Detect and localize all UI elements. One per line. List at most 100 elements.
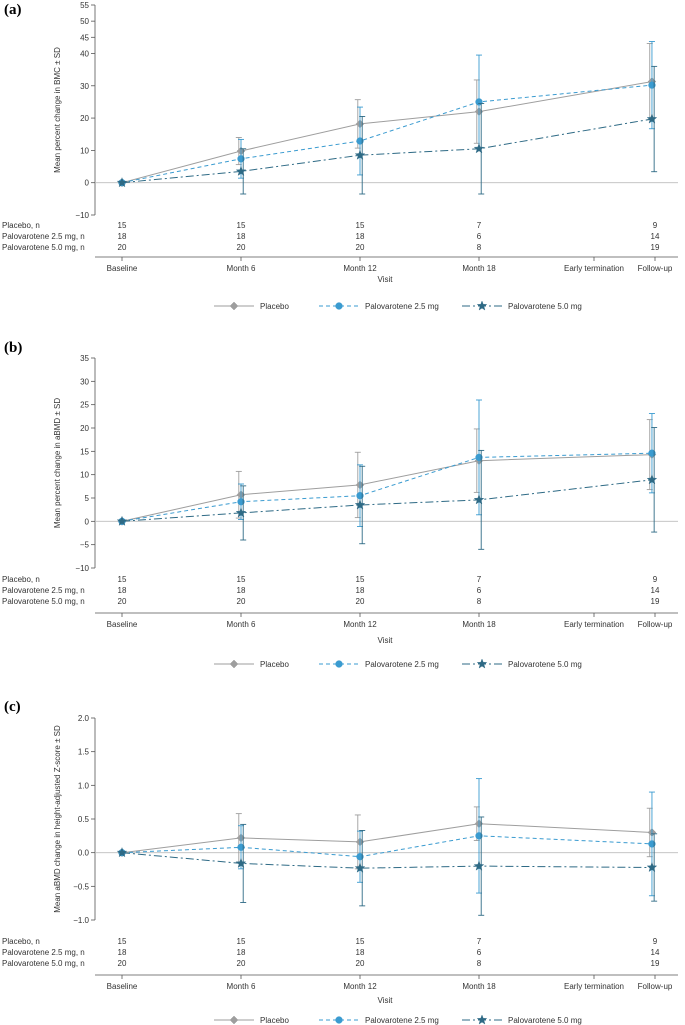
n-table-row-label: Palovarotene 2.5 mg, n bbox=[2, 948, 85, 957]
n-table-value: 20 bbox=[237, 597, 246, 606]
n-table-value: 20 bbox=[356, 597, 365, 606]
data-point bbox=[354, 149, 366, 160]
y-tick-label: 5 bbox=[85, 494, 90, 503]
y-tick-label: 30 bbox=[80, 377, 89, 386]
panel-label: (b) bbox=[4, 340, 22, 356]
legend: Placebo Palovarotene 2.5 mg Palovarotene 5… bbox=[214, 658, 582, 669]
x-axis-label: Visit bbox=[378, 636, 394, 645]
legend-marker bbox=[229, 659, 239, 669]
n-table-value: 20 bbox=[118, 597, 127, 606]
data-point bbox=[116, 847, 128, 858]
legend-label-placebo: Placebo bbox=[260, 660, 289, 669]
n-table-value: 14 bbox=[651, 586, 660, 595]
n-table-row-label: Palovarotene 5.0 mg, n bbox=[2, 597, 85, 606]
n-table-value: 19 bbox=[651, 959, 660, 968]
n-table-row-label: Placebo, n bbox=[2, 575, 40, 584]
legend-marker bbox=[335, 660, 343, 668]
n-table-value: 8 bbox=[477, 243, 482, 252]
x-tick-label: Month 6 bbox=[227, 982, 256, 991]
series-palo50 bbox=[116, 427, 658, 550]
data-point bbox=[473, 143, 485, 154]
data-point bbox=[646, 474, 658, 485]
data-point bbox=[237, 155, 245, 163]
series-line bbox=[121, 479, 653, 522]
n-table-value: 18 bbox=[118, 586, 127, 595]
n-table-value: 6 bbox=[477, 232, 482, 241]
y-tick-label: 15 bbox=[80, 447, 89, 456]
legend-marker bbox=[476, 1014, 488, 1025]
n-table-value: 15 bbox=[118, 937, 127, 946]
data-point bbox=[648, 840, 656, 848]
n-table-value: 18 bbox=[356, 586, 365, 595]
data-point bbox=[356, 137, 364, 145]
series-line bbox=[121, 84, 653, 184]
y-tick-label: 1.0 bbox=[78, 781, 90, 790]
legend-label-palo50: Palovarotene 5.0 mg bbox=[508, 1016, 582, 1025]
n-table-value: 18 bbox=[237, 232, 246, 241]
data-point bbox=[116, 515, 128, 526]
y-tick-label: 1.5 bbox=[78, 748, 90, 757]
n-table-value: 9 bbox=[653, 937, 658, 946]
series-placebo bbox=[117, 419, 657, 526]
n-table-value: 15 bbox=[356, 937, 365, 946]
y-tick-label: −1.0 bbox=[73, 916, 89, 925]
legend-label-placebo: Placebo bbox=[260, 302, 289, 311]
n-table-value: 9 bbox=[653, 221, 658, 230]
n-table-value: 18 bbox=[118, 948, 127, 957]
y-tick-label: 45 bbox=[80, 33, 89, 42]
y-tick-label: 50 bbox=[80, 17, 89, 26]
n-table-row-label: Placebo, n bbox=[2, 221, 40, 230]
y-tick-label: −10 bbox=[75, 564, 89, 573]
panel-label: (a) bbox=[4, 2, 22, 18]
n-table-value: 19 bbox=[651, 597, 660, 606]
data-point bbox=[354, 499, 366, 510]
panel-label: (c) bbox=[4, 699, 21, 715]
series-line bbox=[121, 852, 653, 869]
n-table-row-label: Palovarotene 2.5 mg, n bbox=[2, 586, 85, 595]
y-tick-label: 10 bbox=[80, 146, 89, 155]
n-table-value: 20 bbox=[118, 243, 127, 252]
y-tick-label: 10 bbox=[80, 471, 89, 480]
x-tick-label: Baseline bbox=[107, 264, 138, 273]
chart-panel-a: (a) −10 0 10 20 30 40 45 50 55 Mean percent change… bbox=[2, 1, 678, 311]
legend-label-palo25: Palovarotene 2.5 mg bbox=[365, 1016, 439, 1025]
series-palo25 bbox=[118, 41, 656, 187]
series-line bbox=[121, 454, 653, 522]
legend-marker bbox=[476, 300, 488, 311]
x-tick-label: Month 12 bbox=[343, 264, 377, 273]
y-tick-label: 25 bbox=[80, 401, 89, 410]
n-table-value: 15 bbox=[237, 575, 246, 584]
n-table-value: 18 bbox=[118, 232, 127, 241]
data-point bbox=[356, 853, 364, 861]
y-tick-label: −0.5 bbox=[73, 882, 89, 891]
data-point bbox=[648, 449, 656, 457]
n-table-value: 15 bbox=[237, 221, 246, 230]
y-tick-label: −5 bbox=[80, 541, 90, 550]
data-point bbox=[646, 113, 658, 124]
x-tick-label: Baseline bbox=[107, 620, 138, 629]
x-tick-label: Follow-up bbox=[638, 264, 673, 273]
data-point bbox=[648, 81, 656, 89]
data-point bbox=[235, 165, 247, 176]
n-table-row-label: Palovarotene 5.0 mg, n bbox=[2, 243, 85, 252]
n-table-value: 9 bbox=[653, 575, 658, 584]
n-table-value: 14 bbox=[651, 948, 660, 957]
y-axis-label: Mean aBMD change in height-adjusted Z-sc… bbox=[53, 725, 62, 913]
n-table-value: 18 bbox=[356, 948, 365, 957]
series-palo50 bbox=[116, 65, 658, 195]
legend-marker bbox=[476, 658, 488, 669]
series-line bbox=[121, 81, 653, 184]
x-tick-label: Month 12 bbox=[343, 982, 377, 991]
x-axis-label: Visit bbox=[378, 996, 394, 1005]
n-table-value: 8 bbox=[477, 597, 482, 606]
x-tick-label: Follow-up bbox=[638, 982, 673, 991]
data-point bbox=[237, 498, 245, 506]
n-table-value: 20 bbox=[118, 959, 127, 968]
n-table-value: 15 bbox=[356, 221, 365, 230]
chart-panel-b: (b) −10 −5 0 5 10 15 20 25 30 35 Mean percent chang… bbox=[2, 340, 678, 669]
y-axis-label: Mean percent change in aBMD ± SD bbox=[53, 398, 62, 528]
legend-label-palo25: Palovarotene 2.5 mg bbox=[365, 302, 439, 311]
y-tick-label: 35 bbox=[80, 354, 89, 363]
x-tick-label: Early termination bbox=[564, 620, 624, 629]
